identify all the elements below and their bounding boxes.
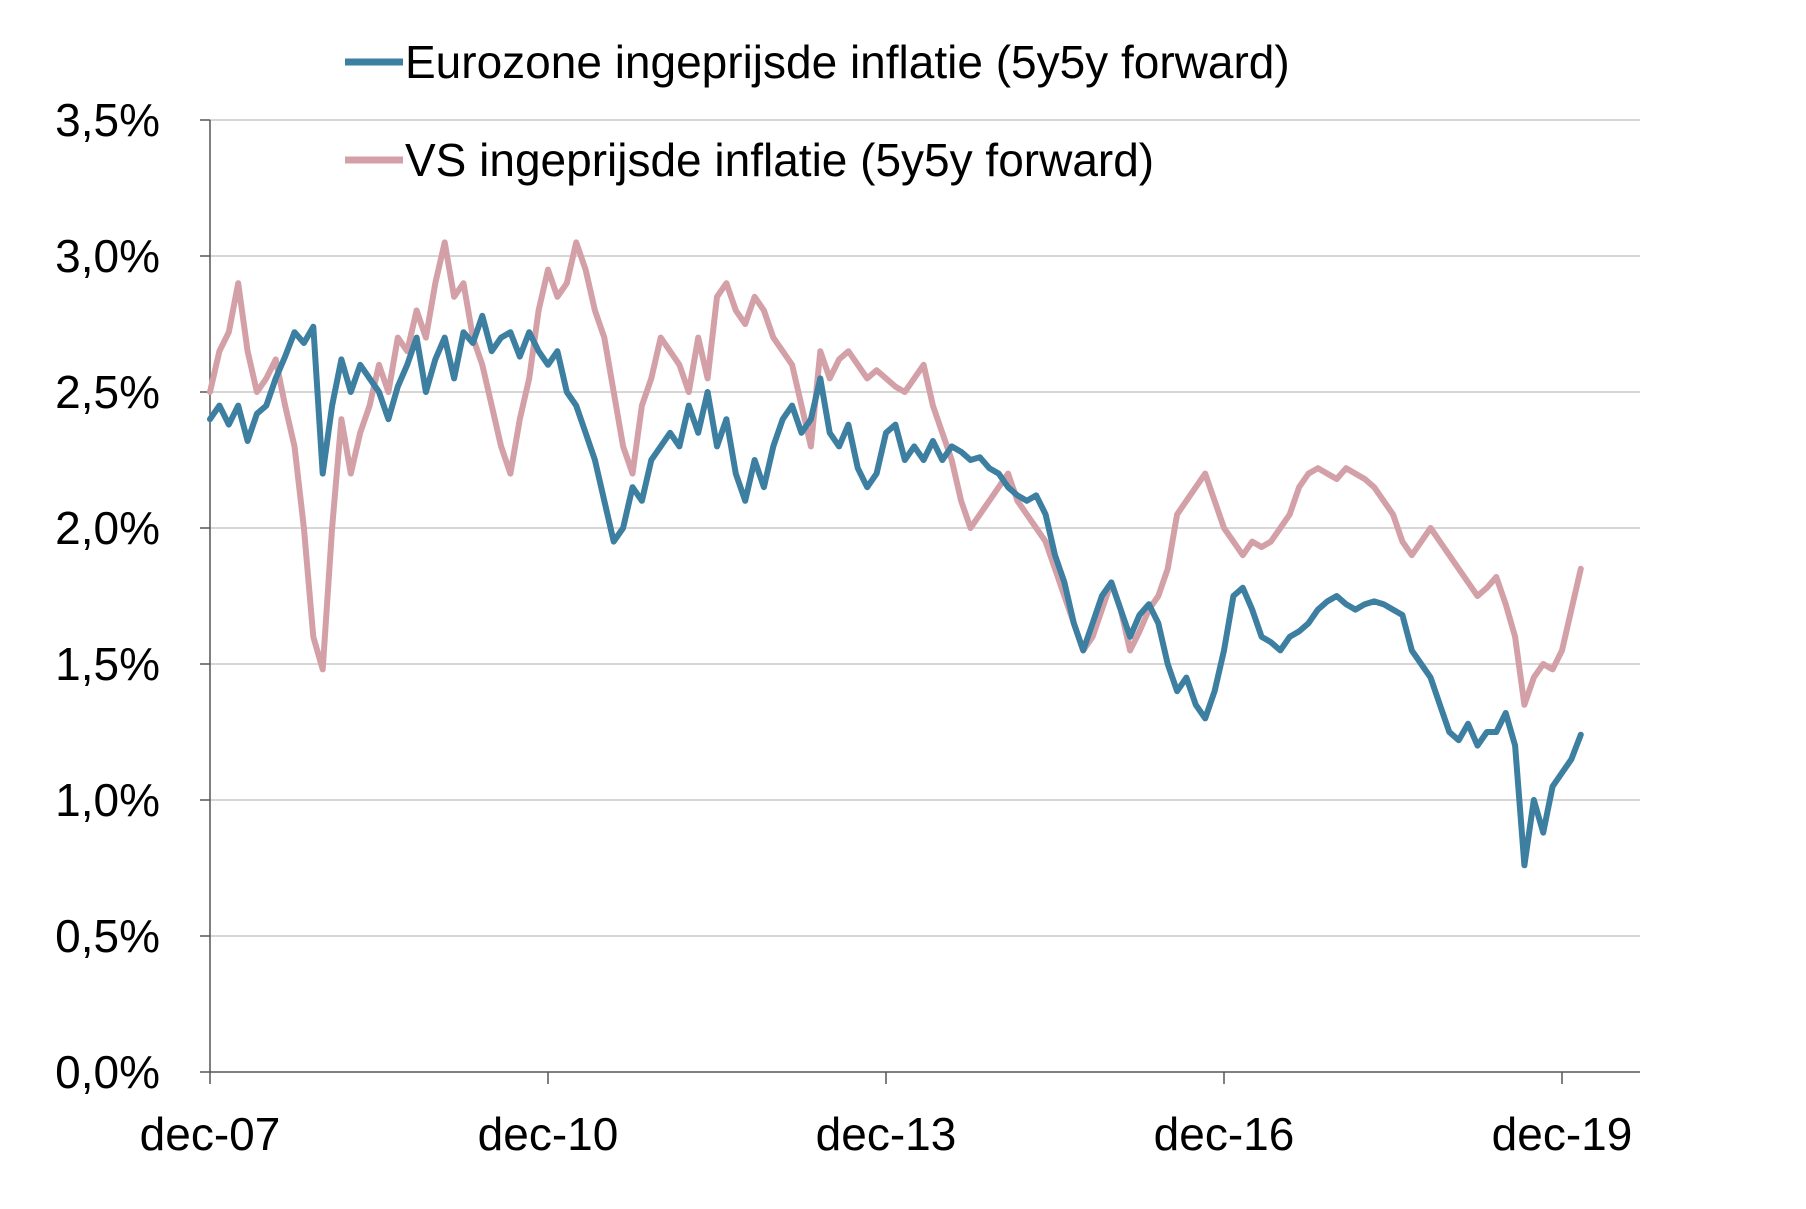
series-layer [207,239,1584,869]
y-tick-label: 0,5% [55,910,160,962]
y-tick-label: 2,0% [55,502,160,554]
gridlines [210,119,1640,937]
x-tick-label: dec-13 [816,1108,957,1160]
y-axis: 0,0% 0,5% 1,0% 1,5% 2,0% 2,5% 3,0% 3,5% [55,94,211,1098]
x-tick-label: dec-16 [1154,1108,1295,1160]
series-line-eurozone [207,312,1584,869]
series-line-vs [207,239,1584,708]
y-tick-label: 1,5% [55,638,160,690]
y-tick-label: 3,0% [55,230,160,282]
y-tick-label: 0,0% [55,1046,160,1098]
x-axis: dec-07 dec-10 dec-13 dec-16 dec-19 [140,1071,1640,1160]
legend: Eurozone ingeprijsde inflatie (5y5y forw… [345,36,1290,186]
y-tick-label: 3,5% [55,94,160,146]
y-tick-label: 2,5% [55,366,160,418]
legend-label: Eurozone ingeprijsde inflatie (5y5y forw… [405,36,1290,88]
x-tick-label: dec-07 [140,1108,281,1160]
x-tick-label: dec-19 [1492,1108,1633,1160]
x-tick-label: dec-10 [478,1108,619,1160]
legend-label: VS ingeprijsde inflatie (5y5y forward) [405,134,1154,186]
y-tick-label: 1,0% [55,774,160,826]
